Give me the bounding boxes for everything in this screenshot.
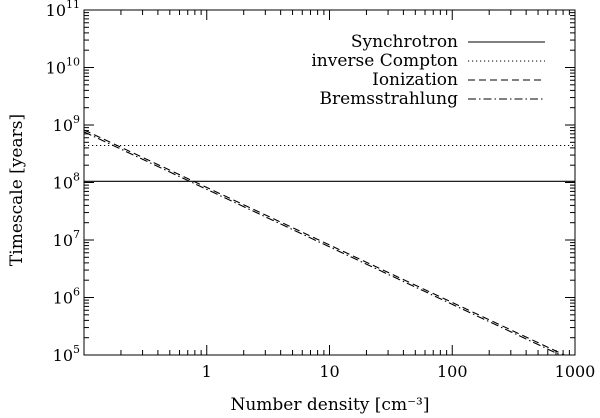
legend-label: inverse Compton <box>311 51 458 71</box>
x-tick-label: 1000 <box>555 362 596 381</box>
y-tick-label: 109 <box>53 113 80 135</box>
y-tick-label: 107 <box>53 228 80 250</box>
legend-label: Synchrotron <box>351 32 458 52</box>
y-tick-label: 106 <box>53 286 80 308</box>
y-tick-label: 108 <box>53 171 80 193</box>
tick-labels: 1 10 100 1000 105 106 107 108 109 1010 1011 <box>46 0 596 381</box>
y-tick-label: 105 <box>53 343 80 365</box>
x-axis-label: Number density [cm⁻³] <box>230 395 429 415</box>
x-tick-label: 10 <box>319 362 339 381</box>
y-tick-label: 1011 <box>46 0 80 20</box>
x-tick-label: 100 <box>437 362 468 381</box>
legend-label: Ionization <box>372 70 458 90</box>
series-line-ionization <box>84 129 566 355</box>
x-tick-label: 1 <box>202 362 212 381</box>
plot-lines <box>84 129 575 355</box>
tick-marks <box>83 9 575 356</box>
legend-label: Bremsstrahlung <box>319 89 458 109</box>
y-axis-label: Timescale [years] <box>7 114 27 266</box>
y-tick-label: 1010 <box>46 56 80 78</box>
series-line-bremsstrahlung <box>84 131 562 355</box>
